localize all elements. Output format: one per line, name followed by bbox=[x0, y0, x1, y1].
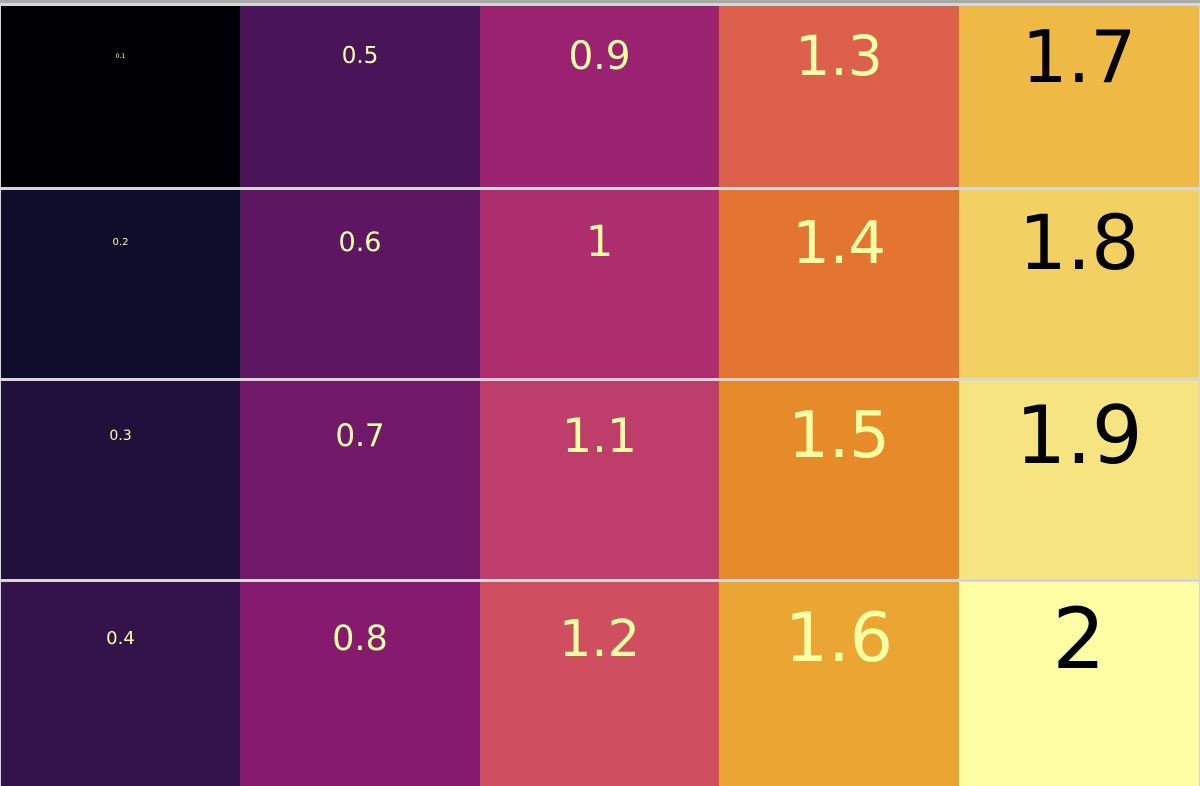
tile-label: 1.1 bbox=[562, 409, 637, 464]
tile-2: 2 bbox=[959, 582, 1199, 786]
tile-label: 1 bbox=[585, 217, 614, 267]
tile-1-9: 1.9 bbox=[959, 381, 1199, 579]
tile-0-5: 0.5 bbox=[240, 6, 480, 187]
tile-label: 1.3 bbox=[795, 24, 883, 88]
tile-label: 1.6 bbox=[784, 599, 894, 678]
tile-label: 1.2 bbox=[558, 610, 641, 669]
tile-label: 1.4 bbox=[792, 208, 886, 277]
tile-label: 1.5 bbox=[788, 399, 890, 473]
tile-label: 0.3 bbox=[109, 428, 132, 444]
tile-0-3: 0.3 bbox=[1, 381, 240, 579]
tile-0-8: 0.8 bbox=[240, 582, 480, 786]
tile-0-6: 0.6 bbox=[240, 190, 480, 378]
tile-label: 0.9 bbox=[568, 34, 631, 79]
tile-label: 0.6 bbox=[338, 227, 382, 258]
tile-label: 1.9 bbox=[1015, 389, 1143, 482]
tile-0-4: 0.4 bbox=[1, 582, 240, 786]
tile-0-2: 0.2 bbox=[1, 190, 240, 378]
tile-1-4: 1.4 bbox=[719, 190, 959, 378]
tile-1-1: 1.1 bbox=[480, 381, 719, 579]
tile-0-9: 0.9 bbox=[480, 6, 719, 187]
tile-label: 0.1 bbox=[115, 53, 126, 60]
tile-label: 0.2 bbox=[112, 237, 129, 248]
color-tile-grid: 0.1 0.2 0.3 0.4 0.5 0.6 0.7 0.8 0.9 1 1.… bbox=[1, 6, 1199, 786]
tile-1-5: 1.5 bbox=[719, 381, 959, 579]
tile-1: 1 bbox=[480, 190, 719, 378]
tile-0-7: 0.7 bbox=[240, 381, 480, 579]
tile-label: 2 bbox=[1052, 590, 1106, 688]
tile-0-1: 0.1 bbox=[1, 6, 240, 187]
tile-1-6: 1.6 bbox=[719, 582, 959, 786]
tile-label: 1.7 bbox=[1021, 15, 1137, 99]
tile-label: 0.5 bbox=[341, 43, 379, 69]
tile-1-7: 1.7 bbox=[959, 6, 1199, 187]
tile-label: 1.8 bbox=[1018, 198, 1140, 287]
tile-1-3: 1.3 bbox=[719, 6, 959, 187]
tile-1-8: 1.8 bbox=[959, 190, 1199, 378]
tile-1-2: 1.2 bbox=[480, 582, 719, 786]
tile-label: 0.4 bbox=[106, 628, 135, 649]
tile-label: 0.7 bbox=[335, 418, 385, 454]
tile-label: 0.8 bbox=[332, 619, 388, 659]
